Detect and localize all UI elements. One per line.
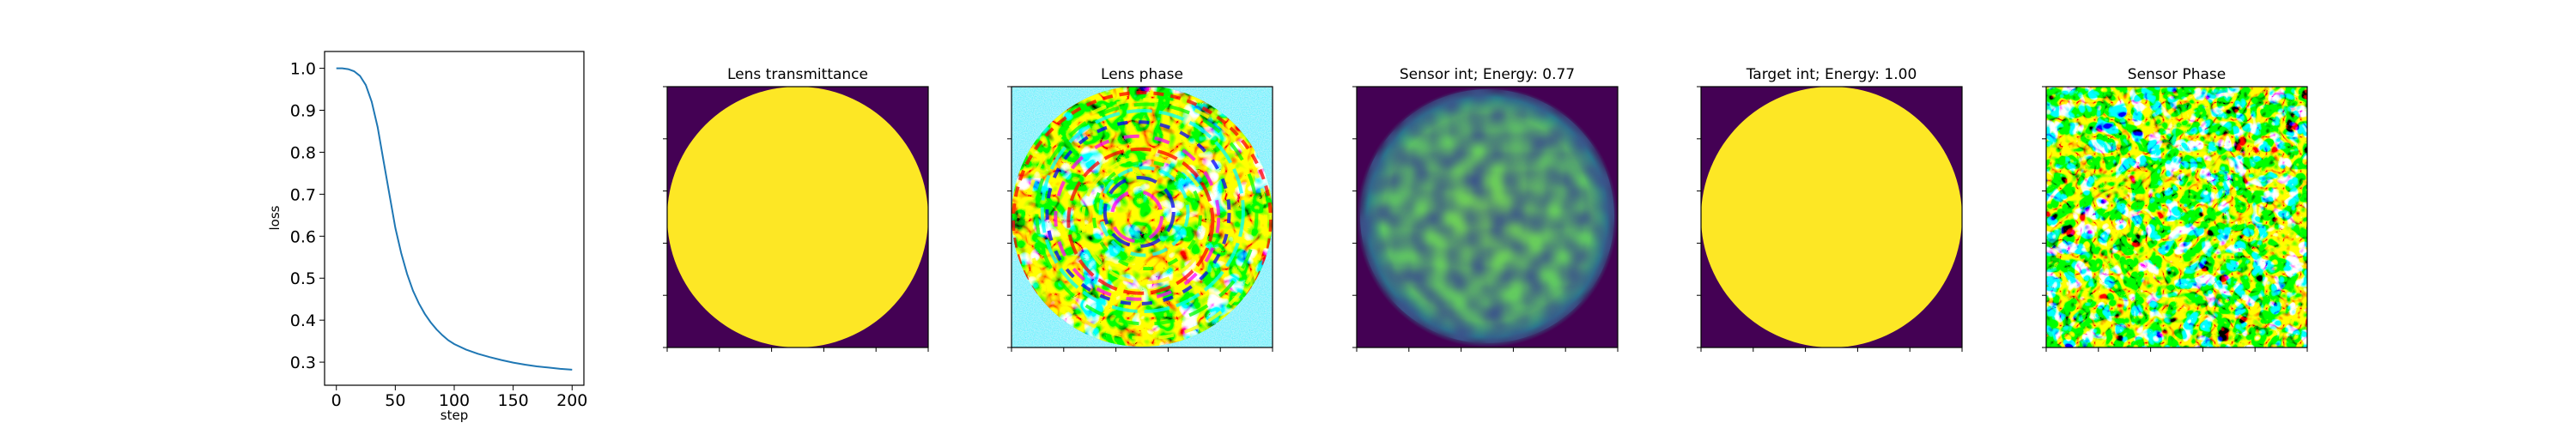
phase-ring <box>1110 190 1163 244</box>
target-intensity-panel: Target int; Energy: 1.00 <box>1697 66 1963 352</box>
phase-field <box>2046 87 2307 347</box>
phase-ring <box>1080 155 1210 285</box>
x-tick-label: 0 <box>331 391 342 410</box>
y-axis-label: loss <box>267 205 283 230</box>
sensor-intensity-panel: Sensor int; Energy: 0.77 <box>1352 66 1619 352</box>
phase-ring <box>1040 109 1245 314</box>
panel-title-sensor-intensity: Sensor int; Energy: 0.77 <box>1400 66 1575 83</box>
y-tick-label: 1.0 <box>290 60 316 79</box>
y-tick-label: 0.4 <box>290 311 316 330</box>
loss-x-ticks: 0 50 100 150 200 <box>331 385 587 410</box>
panel-title-target-intensity: Target int; Energy: 1.00 <box>1746 66 1917 83</box>
panel-title-lens-phase: Lens phase <box>1101 66 1183 83</box>
y-tick-label: 0.8 <box>290 143 316 162</box>
lens-transmittance-panel: Lens transmittance <box>663 66 929 352</box>
y-tick-label: 0.3 <box>290 353 316 372</box>
phase-ring <box>1091 160 1202 271</box>
panel-title-lens-transmittance: Lens transmittance <box>727 66 868 83</box>
loss-plot-area <box>324 51 585 386</box>
phase-ring <box>1098 166 1190 257</box>
phase-ring <box>1103 175 1176 248</box>
x-tick-label: 150 <box>498 391 529 410</box>
y-tick-label: 0.7 <box>290 185 316 204</box>
transmittance-disk <box>667 87 928 347</box>
loss-series-line <box>336 67 573 371</box>
phase-ring <box>1035 102 1259 326</box>
heatmap-frame <box>2045 86 2308 348</box>
phase-disk <box>1012 87 1273 347</box>
target-disk <box>1701 87 1962 347</box>
heatmap-frame <box>1011 86 1273 348</box>
phase-ring <box>1066 147 1215 295</box>
phase-ring <box>1025 98 1268 341</box>
y-tick-label: 0.9 <box>290 102 316 121</box>
phase-ring <box>1012 91 1273 347</box>
phase-rings <box>1012 91 1273 347</box>
heatmap-frame <box>1356 86 1619 348</box>
y-tick-label: 0.6 <box>290 227 316 246</box>
x-axis-label: step <box>440 408 468 423</box>
y-tick-label: 0.5 <box>290 269 316 288</box>
x-tick-label: 50 <box>385 391 405 410</box>
phase-ring <box>1045 120 1231 306</box>
x-tick-label: 200 <box>556 391 587 410</box>
heatmap-frame <box>666 86 929 348</box>
panel-title-sensor-phase: Sensor Phase <box>2128 66 2226 83</box>
lens-phase-panel: Lens phase <box>1007 66 1273 352</box>
heatmap-frame <box>1700 86 1963 348</box>
speckle-pattern <box>1360 89 1614 343</box>
loss-chart: 0 50 100 150 200 0.3 0.4 0.5 0.6 0.7 0.8 0.9 1.0 st… <box>267 51 587 423</box>
x-tick-label: 100 <box>439 391 470 410</box>
loss-y-ticks: 0.3 0.4 0.5 0.6 0.7 0.8 0.9 1.0 <box>290 60 325 372</box>
sensor-phase-panel: Sensor Phase <box>2042 66 2308 352</box>
phase-ring <box>1054 134 1221 301</box>
